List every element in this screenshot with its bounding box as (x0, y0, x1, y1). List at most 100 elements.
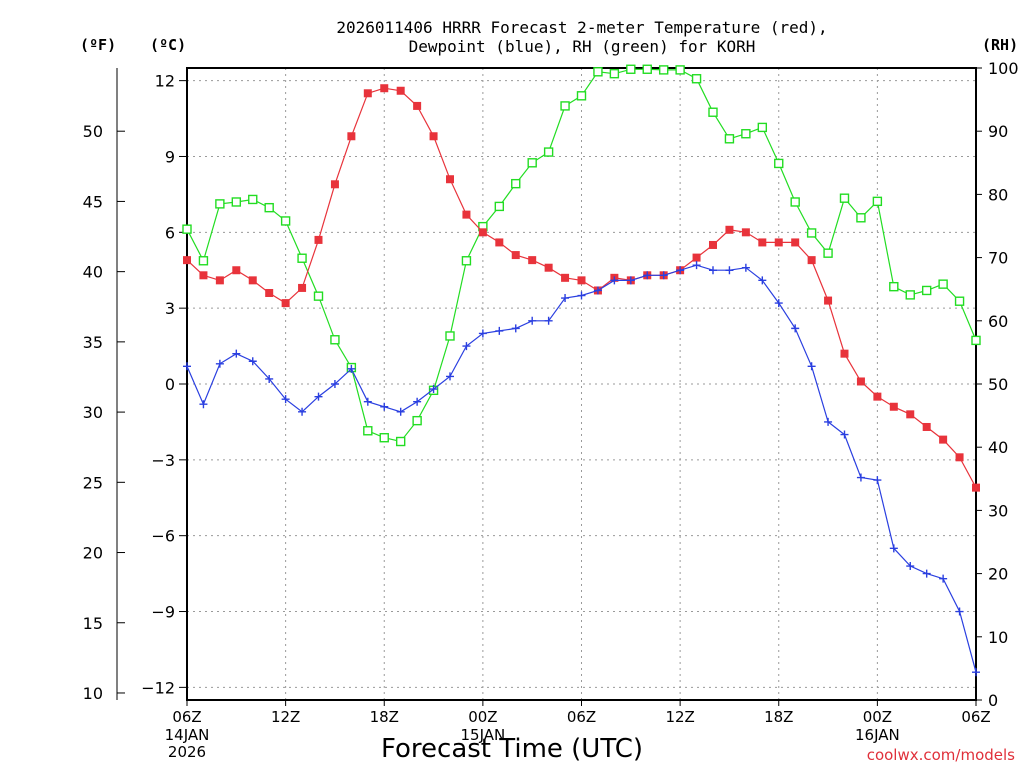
rh-series (182, 64, 981, 447)
temperature-point (791, 238, 800, 247)
temperature-point (446, 175, 454, 184)
date-label: 2026 (168, 743, 206, 761)
fahrenheit-tick-label: 25 (83, 473, 103, 492)
rh-point (675, 65, 685, 75)
rh-tick-label: 0 (988, 691, 998, 710)
rh-tick-label: 30 (988, 501, 1008, 520)
rh-tick-label: 20 (988, 565, 1008, 584)
rh-point (757, 122, 768, 133)
rh-point (806, 228, 817, 238)
dewpoint-point (544, 316, 553, 325)
celsius-unit-label: (ºC) (150, 36, 186, 54)
rh-point (215, 199, 225, 209)
temperature-point (363, 89, 372, 98)
fahrenheit-tick-label: 30 (83, 403, 103, 422)
x-axis-label: Forecast Time (UTC) (381, 734, 643, 764)
dewpoint-point (709, 266, 717, 275)
rh-tick-label: 60 (988, 312, 1008, 331)
temperature-point (396, 86, 405, 95)
dewpoint-point (561, 294, 570, 303)
dewpoint-point (626, 276, 635, 285)
celsius-tick-label: −9 (151, 603, 175, 622)
temperature-point (906, 410, 915, 419)
rh-tick-label: 50 (988, 375, 1008, 394)
rh-point (445, 331, 455, 341)
temperature-point (709, 240, 717, 249)
rh-point (395, 436, 406, 447)
dewpoint-point (955, 607, 964, 616)
celsius-tick-label: 3 (165, 299, 175, 318)
temperature-point (972, 483, 980, 492)
celsius-tick-label: 0 (165, 375, 175, 394)
rh-point (264, 202, 274, 213)
dewpoint-point (692, 261, 701, 270)
rh-point (954, 296, 965, 306)
dewpoint-point (248, 357, 257, 366)
fahrenheit-tick-label: 45 (83, 192, 103, 211)
temperature-point (199, 271, 208, 280)
temperature-point (939, 435, 948, 444)
chart-title-line-2: Dewpoint (blue), RH (green) for KORH (409, 37, 756, 56)
celsius-tick-label: −12 (141, 678, 175, 697)
dewpoint-point (676, 266, 685, 275)
dewpoint-point (774, 299, 783, 308)
rh-point (280, 216, 291, 226)
dewpoint-point (446, 372, 454, 381)
rh-tick-label: 40 (988, 438, 1008, 457)
dewpoint-point (396, 407, 405, 416)
time-tick-label: 06Z (172, 708, 201, 726)
dewpoint-point (840, 430, 849, 439)
fahrenheit-tick-label: 20 (83, 544, 103, 563)
rh-point (576, 91, 587, 101)
temperature-point (183, 256, 191, 265)
date-label: 14JAN (165, 726, 210, 744)
rh-point (658, 65, 669, 75)
rh-point (543, 147, 554, 157)
temperature-point (725, 225, 734, 234)
date-label: 16JAN (855, 726, 900, 744)
dewpoint-point (593, 286, 602, 295)
celsius-tick-label: 12 (155, 72, 175, 91)
credit-text: coolwx.com/models (867, 746, 1015, 764)
temperature-point (774, 238, 783, 247)
temperature-point (741, 228, 750, 237)
rh-point (461, 256, 472, 266)
temperature-point (824, 296, 833, 305)
rh-point (593, 67, 603, 77)
rh-point (971, 335, 981, 346)
rh-point (297, 253, 307, 263)
rh-point (872, 196, 883, 207)
fahrenheit-tick-label: 15 (83, 614, 103, 633)
celsius-tick-label: −6 (151, 527, 175, 546)
rh-point (248, 194, 258, 205)
dewpoint-point (380, 402, 389, 411)
time-tick-label: 06Z (961, 708, 990, 726)
dewpoint-point (758, 276, 767, 285)
temperature-point (281, 299, 290, 308)
rh-point (839, 193, 850, 203)
celsius-tick-label: 6 (165, 223, 175, 242)
fahrenheit-unit-label: (ºF) (80, 36, 116, 54)
dewpoint-point (265, 374, 274, 383)
rh-point (379, 433, 389, 443)
rh-point (182, 224, 192, 234)
rh-point (560, 101, 570, 111)
rh-point (609, 68, 620, 79)
dewpoint-point (298, 407, 307, 416)
temperature-point (873, 392, 882, 401)
rh-point (363, 426, 373, 436)
dewpoint-point (659, 271, 668, 280)
temperature-point (462, 210, 471, 219)
fahrenheit-tick-label: 50 (83, 122, 103, 141)
temperature-point (232, 266, 241, 275)
temperature-point (528, 256, 537, 265)
temperature-point (478, 228, 487, 237)
temperature-point (840, 349, 849, 358)
dewpoint-point (939, 574, 948, 583)
dewpoint-point (610, 276, 619, 285)
dewpoint-point (922, 569, 931, 578)
temperature-point (413, 101, 422, 110)
temperature-point (856, 377, 865, 386)
rh-unit-label: (RH) (982, 36, 1018, 54)
